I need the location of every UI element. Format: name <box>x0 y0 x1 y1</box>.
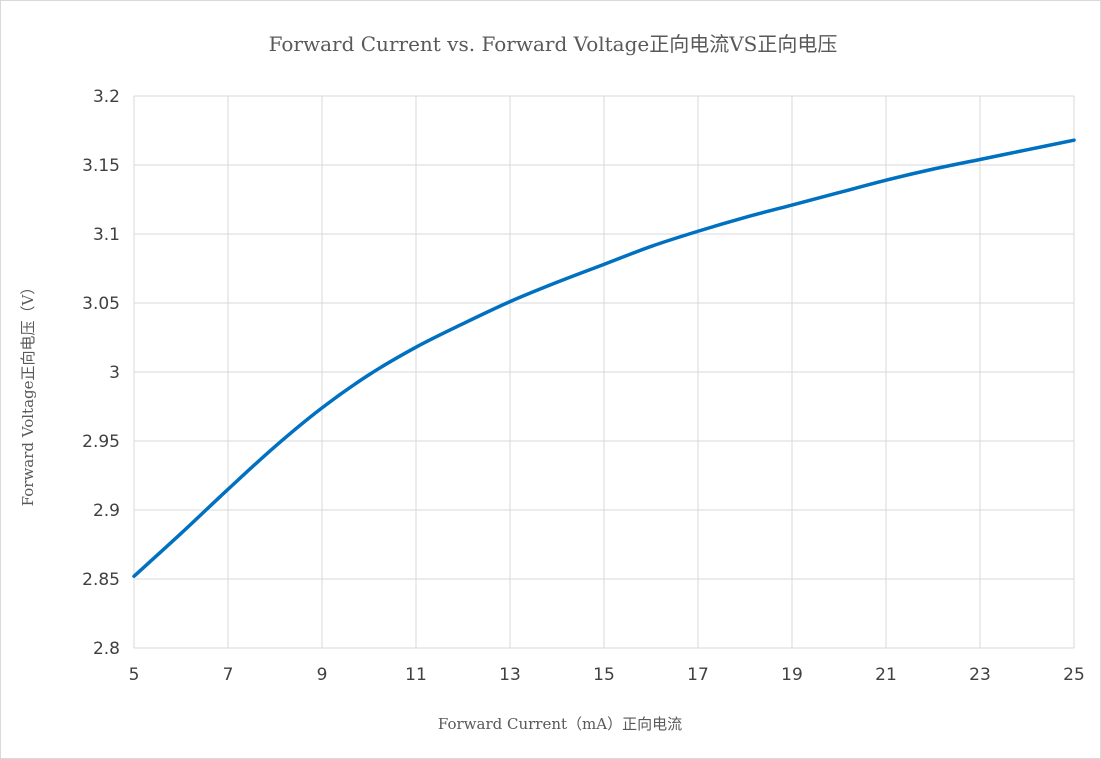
x-tick-label: 19 <box>781 665 803 685</box>
y-tick-label: 2.8 <box>93 639 120 659</box>
y-tick-label: 3 <box>109 363 120 383</box>
x-tick-label: 17 <box>687 665 709 685</box>
x-tick-label: 25 <box>1063 665 1085 685</box>
y-tick-label: 3.1 <box>93 225 120 245</box>
grid <box>133 95 1075 649</box>
y-tick-label: 3.2 <box>93 87 120 107</box>
x-tick-label: 5 <box>129 665 140 685</box>
y-tick-label: 3.05 <box>82 294 120 314</box>
y-tick-label: 3.15 <box>82 156 120 176</box>
x-tick-label: 23 <box>969 665 991 685</box>
chart-title: Forward Current vs. Forward Voltage正向电流V… <box>269 32 838 56</box>
y-tick-label: 2.85 <box>82 570 120 590</box>
y-tick-label: 2.95 <box>82 432 120 452</box>
x-axis-ticks: 5 7 9 11 13 15 17 19 21 23 25 <box>129 665 1085 685</box>
x-tick-label: 21 <box>875 665 897 685</box>
y-tick-label: 2.9 <box>93 501 120 521</box>
y-axis-ticks: 2.8 2.85 2.9 2.95 3 3.05 3.1 3.15 3.2 <box>82 87 120 659</box>
series-group <box>132 138 1076 578</box>
y-axis-title: Forward Voltage正向电压（V） <box>19 280 37 507</box>
x-tick-label: 9 <box>317 665 328 685</box>
x-tick-label: 13 <box>499 665 521 685</box>
x-tick-label: 15 <box>593 665 615 685</box>
x-axis-title: Forward Current（mA）正向电流 <box>438 715 682 733</box>
series-line <box>132 138 1076 578</box>
x-tick-label: 7 <box>223 665 234 685</box>
x-tick-label: 11 <box>405 665 427 685</box>
